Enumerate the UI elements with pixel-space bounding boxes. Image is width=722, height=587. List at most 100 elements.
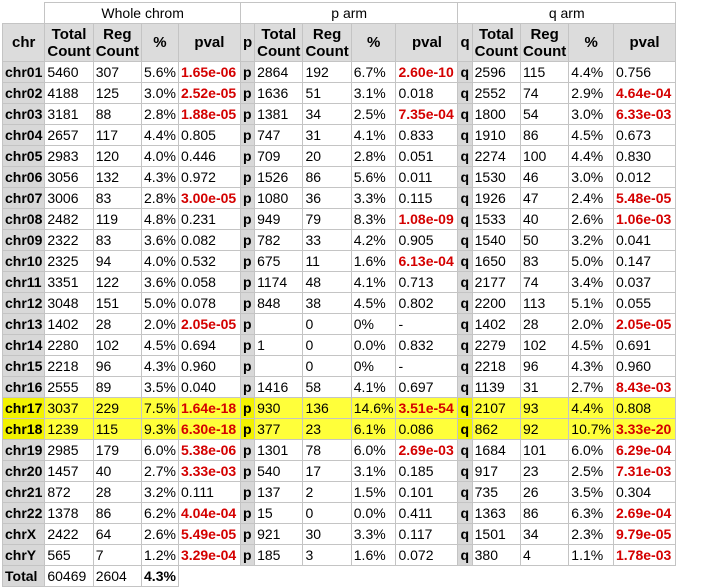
q-percent: 2.0% [568, 313, 614, 335]
q-percent: 2.4% [568, 187, 614, 209]
chr-label: chr02 [1, 82, 46, 104]
header-p-reg-count: Reg Count [302, 23, 352, 62]
whole-reg-count: 102 [92, 334, 143, 356]
p-reg-count: 192 [302, 61, 352, 83]
q-total-count: 2279 [471, 334, 521, 356]
chr-label: chr08 [1, 208, 46, 230]
q-percent: 5.0% [568, 250, 614, 272]
q-percent: 1.1% [568, 544, 614, 566]
p-percent: 8.3% [350, 208, 397, 230]
p-percent: 2.5% [350, 103, 397, 125]
whole-reg-count: 125 [92, 82, 143, 104]
q-pval: 8.43e-03 [613, 376, 676, 398]
whole-pval: 0.082 [177, 229, 241, 251]
whole-percent: 4.0% [141, 145, 179, 167]
p-arm-label: p [239, 334, 256, 356]
chr-label: chrY [1, 544, 46, 566]
whole-total-count: 4188 [44, 82, 94, 104]
q-total-count: 1684 [471, 439, 521, 461]
p-reg-count: 78 [302, 439, 352, 461]
q-total-count: 1533 [471, 208, 521, 230]
q-pval: 0.037 [613, 271, 676, 293]
p-arm-label: p [239, 313, 256, 335]
p-total-count: 540 [254, 460, 304, 482]
q-percent: 3.2% [568, 229, 614, 251]
p-percent: 1.5% [350, 481, 397, 503]
whole-pval: 0.805 [177, 124, 241, 146]
table-row: chr07 3006 83 2.8% 3.00e-05 p 1080 36 3.3% 0.115 q… [1, 187, 676, 209]
whole-pval: 2.05e-05 [177, 313, 241, 335]
p-arm-label: p [239, 439, 256, 461]
whole-percent: 2.8% [141, 103, 179, 125]
p-percent: 4.5% [350, 292, 397, 314]
p-pval: 0.051 [395, 145, 459, 167]
header-p-total-count: Total Count [254, 23, 304, 62]
total-percent: 4.3% [141, 565, 179, 587]
total-reg-count: 2604 [92, 565, 143, 587]
q-arm-label: q [457, 460, 473, 482]
p-percent: 4.1% [350, 376, 397, 398]
whole-pval: 5.38e-06 [177, 439, 241, 461]
chr-label: chrX [1, 523, 46, 545]
whole-total-count: 872 [44, 481, 94, 503]
q-pval: 0.756 [613, 61, 676, 83]
q-total-count: 2177 [471, 271, 521, 293]
whole-reg-count: 88 [92, 103, 143, 125]
whole-percent: 3.6% [141, 271, 179, 293]
whole-percent: 5.0% [141, 292, 179, 314]
p-reg-count: 0 [302, 355, 352, 377]
q-total-count: 1540 [471, 229, 521, 251]
q-total-count: 380 [471, 544, 521, 566]
p-total-count: 1 [254, 334, 304, 356]
p-arm-label: p [239, 166, 256, 188]
table-body: chr01 5460 307 5.6% 1.65e-06 p 2864 192 6.7% 2.60… [1, 61, 676, 566]
p-pval: 0.101 [395, 481, 459, 503]
q-arm-label: q [457, 313, 473, 335]
whole-percent: 6.0% [141, 439, 179, 461]
q-arm-label: q [457, 271, 473, 293]
table-row: chr09 2322 83 3.6% 0.082 p 782 33 4.2% 0.905 q 1540… [1, 229, 676, 251]
q-arm-label: q [457, 82, 473, 104]
q-pval: 6.33e-03 [613, 103, 676, 125]
whole-percent: 4.3% [141, 166, 179, 188]
chr-label: chr19 [1, 439, 46, 461]
p-percent: 4.1% [350, 124, 397, 146]
q-percent: 3.0% [568, 103, 614, 125]
p-pval: 0.697 [395, 376, 459, 398]
q-pval: 0.691 [613, 334, 676, 356]
whole-percent: 4.4% [141, 124, 179, 146]
p-arm-label: p [239, 208, 256, 230]
q-total-count: 1402 [471, 313, 521, 335]
table-row: chr13 1402 28 2.0% 2.05e-05 p 0 0% - q 1402 28 2.0% 2… [1, 313, 676, 335]
q-reg-count: 34 [519, 523, 570, 545]
p-percent: 0% [350, 355, 397, 377]
whole-pval: 5.49e-05 [177, 523, 241, 545]
q-percent: 2.3% [568, 523, 614, 545]
whole-pval: 3.00e-05 [177, 187, 241, 209]
p-reg-count: 23 [302, 418, 352, 440]
whole-total-count: 2280 [44, 334, 94, 356]
whole-reg-count: 117 [92, 124, 143, 146]
p-percent: 14.6% [350, 397, 397, 419]
p-reg-count: 0 [302, 502, 352, 524]
p-pval: 0.411 [395, 502, 459, 524]
p-arm-label: p [239, 229, 256, 251]
whole-percent: 2.8% [141, 187, 179, 209]
q-percent: 3.5% [568, 481, 614, 503]
chr-label: chr13 [1, 313, 46, 335]
p-reg-count: 34 [302, 103, 352, 125]
p-total-count: 747 [254, 124, 304, 146]
q-percent: 4.3% [568, 355, 614, 377]
q-arm-label: q [457, 145, 473, 167]
chr-label: chr06 [1, 166, 46, 188]
p-pval: - [395, 355, 459, 377]
header-p: p [239, 23, 256, 62]
chr-label: chr20 [1, 460, 46, 482]
q-pval: 9.79e-05 [613, 523, 676, 545]
whole-pval: 0.532 [177, 250, 241, 272]
chr-label: chr09 [1, 229, 46, 251]
p-arm-label: p [239, 292, 256, 314]
q-percent: 10.7% [568, 418, 614, 440]
q-arm-label: q [457, 439, 473, 461]
whole-pval: 6.30e-18 [177, 418, 241, 440]
